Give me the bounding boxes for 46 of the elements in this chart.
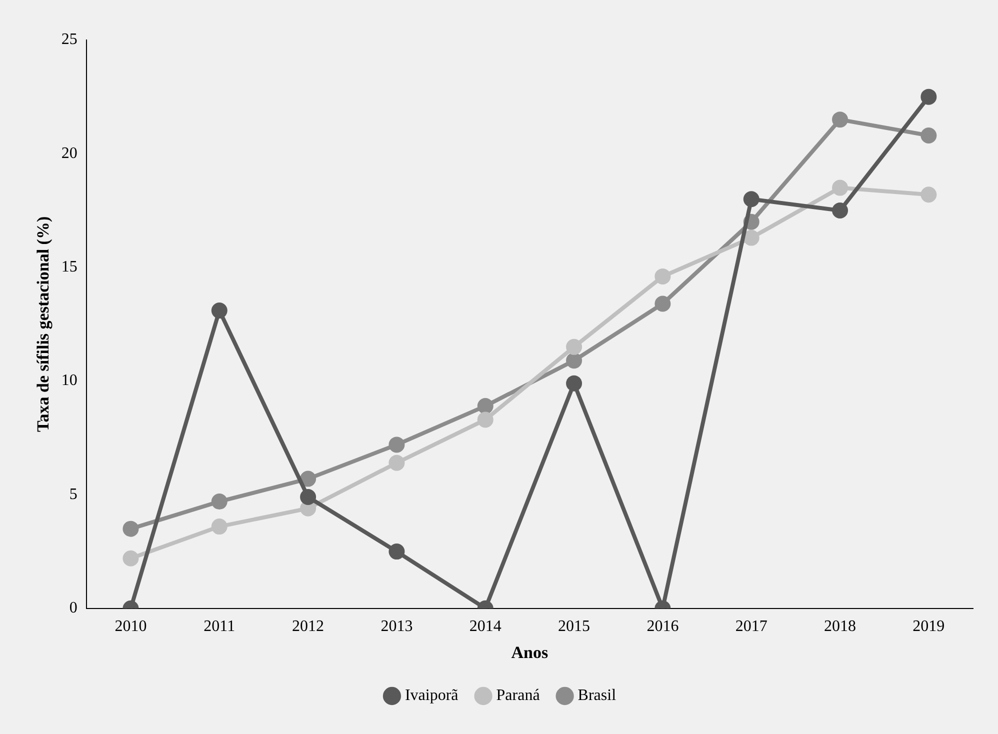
y-tick-label: 5: [69, 486, 78, 503]
point: [832, 202, 848, 219]
x-axis-title: Anos: [511, 643, 548, 662]
point: [388, 544, 405, 560]
point: [477, 398, 494, 414]
point: [211, 494, 228, 510]
point: [388, 454, 405, 471]
point: [832, 112, 848, 128]
point: [211, 518, 228, 535]
point: [743, 191, 760, 208]
y-tick-label: 20: [61, 144, 78, 162]
x-tick-label: 2010: [114, 618, 147, 636]
x-tick-label: 2012: [292, 618, 324, 636]
point: [743, 230, 760, 246]
x-tick-label: 2016: [646, 618, 679, 636]
point: [566, 352, 582, 369]
point: [122, 550, 139, 566]
point: [388, 436, 405, 453]
y-axis-title: Taxa de sífilis gestacional (%): [34, 216, 53, 432]
x-tick-label: 2017: [735, 618, 768, 636]
y-tick-label: 15: [61, 258, 78, 276]
point: [566, 338, 582, 355]
x-tick-label: 2019: [912, 618, 945, 636]
point: [300, 488, 316, 505]
x-tick-label: 2018: [824, 618, 856, 636]
x-tick-label: 2013: [380, 618, 413, 636]
legend-label: Ivaiporã: [404, 687, 458, 704]
legend-label: Paraná: [496, 687, 540, 704]
point: [300, 470, 316, 487]
point: [920, 88, 937, 105]
legend-label: Brasil: [578, 687, 617, 704]
x-tick-label: 2014: [469, 618, 502, 636]
point: [566, 375, 582, 392]
point: [211, 302, 228, 319]
y-tick-label: 10: [61, 372, 78, 390]
point: [654, 296, 671, 312]
y-tick-label: 0: [69, 600, 78, 617]
point: [920, 127, 937, 144]
point: [832, 180, 848, 196]
x-tick-label: 2011: [204, 618, 236, 636]
y-tick-label: 25: [61, 31, 78, 48]
x-tick-label: 2015: [558, 618, 590, 636]
point: [477, 412, 494, 428]
point: [122, 520, 139, 537]
point: [654, 268, 671, 284]
point: [920, 186, 937, 203]
